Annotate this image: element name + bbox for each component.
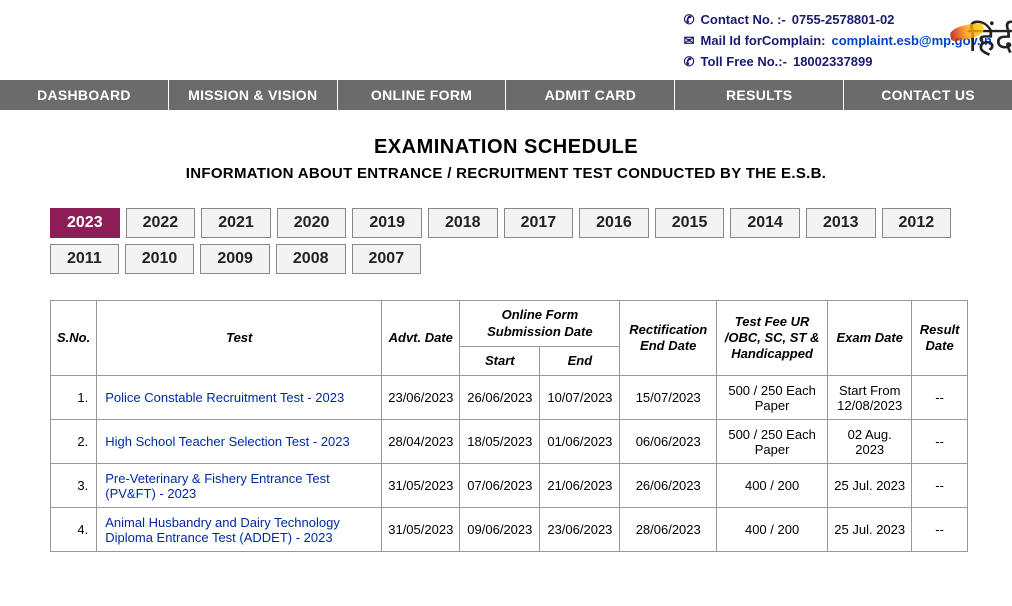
col-result: Result Date xyxy=(912,301,968,376)
cell-test[interactable]: Pre-Veterinary & Fishery Entrance Test (… xyxy=(97,464,382,508)
year-tab-2012[interactable]: 2012 xyxy=(882,208,952,238)
mail-icon: ✉ xyxy=(684,31,695,52)
cell-end: 21/06/2023 xyxy=(540,464,620,508)
cell-end: 23/06/2023 xyxy=(540,508,620,552)
cell-end: 01/06/2023 xyxy=(540,420,620,464)
cell-exam: 02 Aug. 2023 xyxy=(828,420,912,464)
cell-advt: 23/06/2023 xyxy=(382,376,460,420)
cell-sno: 2. xyxy=(51,420,97,464)
col-end: End xyxy=(540,346,620,375)
schedule-table: S.No. Test Advt. Date Online Form Submis… xyxy=(50,300,968,552)
contact-phone-value: 0755-2578801-02 xyxy=(792,10,895,31)
col-rect: Rectification End Date xyxy=(620,301,717,376)
cell-exam: Start From 12/08/2023 xyxy=(828,376,912,420)
year-tab-2021[interactable]: 2021 xyxy=(201,208,271,238)
col-fee: Test Fee UR /OBC, SC, ST & Handicapped xyxy=(717,301,828,376)
contact-phone-label: Contact No. :- xyxy=(701,10,786,31)
year-tab-2014[interactable]: 2014 xyxy=(730,208,800,238)
year-tab-2023[interactable]: 2023 xyxy=(50,208,120,238)
cell-advt: 28/04/2023 xyxy=(382,420,460,464)
cell-sno: 3. xyxy=(51,464,97,508)
year-tab-2009[interactable]: 2009 xyxy=(200,244,270,274)
cell-rect: 15/07/2023 xyxy=(620,376,717,420)
cell-sno: 4. xyxy=(51,508,97,552)
contact-toll-value: 18002337899 xyxy=(793,52,873,73)
cell-start: 26/06/2023 xyxy=(460,376,540,420)
nav-contact-us[interactable]: CONTACT US xyxy=(844,80,1012,110)
cell-sno: 1. xyxy=(51,376,97,420)
main-nav: DASHBOARD MISSION & VISION ONLINE FORM A… xyxy=(0,80,1012,110)
table-row: 2.High School Teacher Selection Test - 2… xyxy=(51,420,968,464)
col-test: Test xyxy=(97,301,382,376)
phone-icon: ✆ xyxy=(684,10,695,31)
cell-start: 18/05/2023 xyxy=(460,420,540,464)
cell-advt: 31/05/2023 xyxy=(382,508,460,552)
nav-admit-card[interactable]: ADMIT CARD xyxy=(506,80,675,110)
cell-fee: 500 / 250 Each Paper xyxy=(717,420,828,464)
contact-mail-label: Mail Id forComplain: xyxy=(701,31,826,52)
table-row: 4.Animal Husbandry and Dairy Technology … xyxy=(51,508,968,552)
cell-rect: 28/06/2023 xyxy=(620,508,717,552)
year-tab-2010[interactable]: 2010 xyxy=(125,244,195,274)
year-tab-2018[interactable]: 2018 xyxy=(428,208,498,238)
nav-online-form[interactable]: ONLINE FORM xyxy=(338,80,507,110)
col-start: Start xyxy=(460,346,540,375)
nav-dashboard[interactable]: DASHBOARD xyxy=(0,80,169,110)
cell-end: 10/07/2023 xyxy=(540,376,620,420)
year-tab-2020[interactable]: 2020 xyxy=(277,208,347,238)
cell-test[interactable]: High School Teacher Selection Test - 202… xyxy=(97,420,382,464)
year-tab-2022[interactable]: 2022 xyxy=(126,208,196,238)
cell-test[interactable]: Animal Husbandry and Dairy Technology Di… xyxy=(97,508,382,552)
nav-mission-vision[interactable]: MISSION & VISION xyxy=(169,80,338,110)
page-heading: EXAMINATION SCHEDULE INFORMATION ABOUT E… xyxy=(0,136,1012,182)
table-row: 3.Pre-Veterinary & Fishery Entrance Test… xyxy=(51,464,968,508)
header-contact: ✆ Contact No. :- 0755-2578801-02 ✉ Mail … xyxy=(0,0,1012,80)
year-tab-2011[interactable]: 2011 xyxy=(50,244,119,274)
cell-exam: 25 Jul. 2023 xyxy=(828,464,912,508)
nav-results[interactable]: RESULTS xyxy=(675,80,844,110)
cell-exam: 25 Jul. 2023 xyxy=(828,508,912,552)
col-exam: Exam Date xyxy=(828,301,912,376)
cell-test[interactable]: Police Constable Recruitment Test - 2023 xyxy=(97,376,382,420)
col-sno: S.No. xyxy=(51,301,97,376)
cell-result: -- xyxy=(912,420,968,464)
year-tab-2019[interactable]: 2019 xyxy=(352,208,422,238)
year-tab-2016[interactable]: 2016 xyxy=(579,208,649,238)
cell-rect: 06/06/2023 xyxy=(620,420,717,464)
year-tab-2017[interactable]: 2017 xyxy=(504,208,574,238)
cell-start: 07/06/2023 xyxy=(460,464,540,508)
year-tab-2008[interactable]: 2008 xyxy=(276,244,346,274)
cell-fee: 500 / 250 Each Paper xyxy=(717,376,828,420)
year-tab-2015[interactable]: 2015 xyxy=(655,208,725,238)
year-tab-2013[interactable]: 2013 xyxy=(806,208,876,238)
page-title: EXAMINATION SCHEDULE xyxy=(0,136,1012,159)
cell-start: 09/06/2023 xyxy=(460,508,540,552)
col-advt: Advt. Date xyxy=(382,301,460,376)
year-tabs: 2023202220212020201920182017201620152014… xyxy=(50,208,970,274)
cell-fee: 400 / 200 xyxy=(717,508,828,552)
col-form: Online Form Submission Date xyxy=(460,301,620,347)
language-toggle[interactable]: हिंदी xyxy=(968,15,1012,61)
cell-result: -- xyxy=(912,464,968,508)
cell-rect: 26/06/2023 xyxy=(620,464,717,508)
cell-result: -- xyxy=(912,508,968,552)
cell-result: -- xyxy=(912,376,968,420)
phone-icon: ✆ xyxy=(684,52,695,73)
cell-fee: 400 / 200 xyxy=(717,464,828,508)
contact-toll-label: Toll Free No.:- xyxy=(701,52,787,73)
cell-advt: 31/05/2023 xyxy=(382,464,460,508)
year-tab-2007[interactable]: 2007 xyxy=(352,244,422,274)
table-row: 1.Police Constable Recruitment Test - 20… xyxy=(51,376,968,420)
page-subtitle: INFORMATION ABOUT ENTRANCE / RECRUITMENT… xyxy=(0,165,1012,182)
